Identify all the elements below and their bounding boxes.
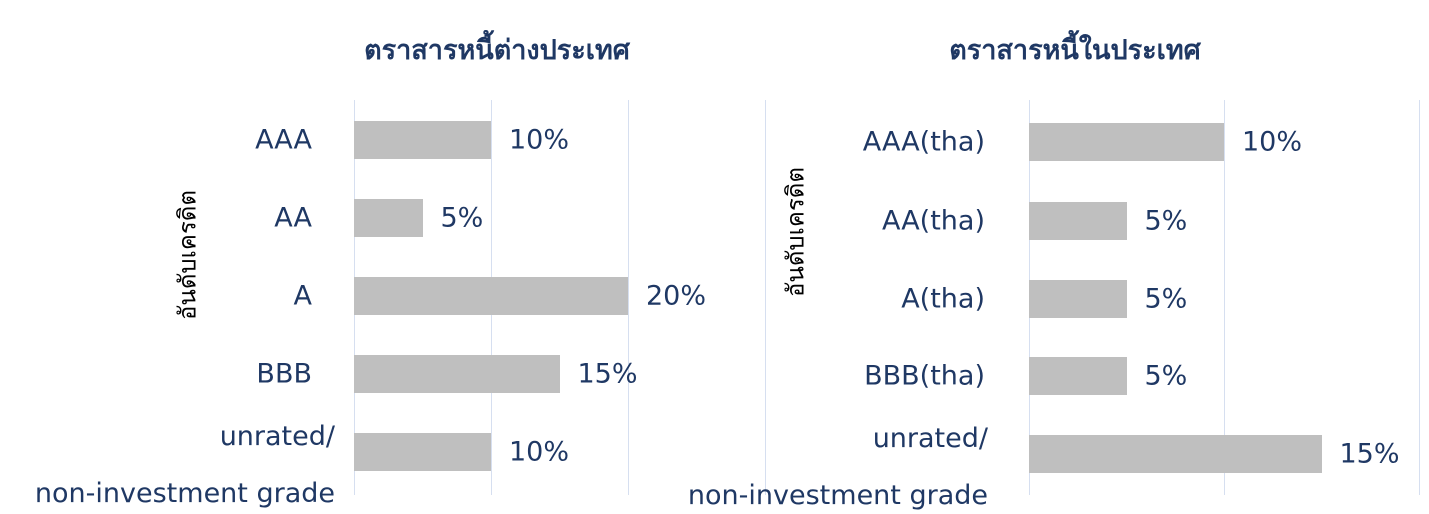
value-label: 20% [646,280,707,312]
value-label: 5% [440,202,484,234]
bar [1029,202,1127,240]
bar [354,355,560,393]
category-label: AAA [255,124,312,156]
value-label: 15% [577,358,638,390]
category-label: AA(tha) [881,205,985,237]
bar [1029,435,1322,473]
value-label: 10% [509,124,570,156]
category-label: unrated/ non-investment grade [34,421,335,509]
bar [1029,280,1127,318]
bar [354,199,423,237]
category-label: AAA(tha) [862,126,985,158]
y-axis-label: อันดับเครดิต [173,190,202,320]
chart-title: ตราสารหนี้ต่างประเทศ [364,35,630,66]
grid-line [628,100,629,495]
category-label: A(tha) [901,283,985,315]
category-label: A [293,280,312,312]
value-label: 5% [1144,360,1188,392]
y-axis-label: อันดับเครดิต [781,167,810,297]
grid-line [1419,100,1420,495]
value-label: 15% [1339,438,1400,470]
grid-line [765,100,766,495]
category-label: BBB(tha) [864,360,985,392]
value-label: 5% [1144,205,1188,237]
value-label: 10% [1242,126,1303,158]
chart-title: ตราสารหนี้ในประเทศ [949,35,1201,66]
bar [1029,357,1127,395]
grid-line [1224,100,1225,495]
category-label: unrated/ non-investment grade [687,423,988,511]
bar [1029,123,1224,161]
value-label: 10% [509,436,570,468]
bar [354,277,628,315]
bar [354,121,491,159]
category-label: AA [274,202,312,234]
category-label: BBB [256,358,312,390]
bar [354,433,491,471]
value-label: 5% [1144,283,1188,315]
